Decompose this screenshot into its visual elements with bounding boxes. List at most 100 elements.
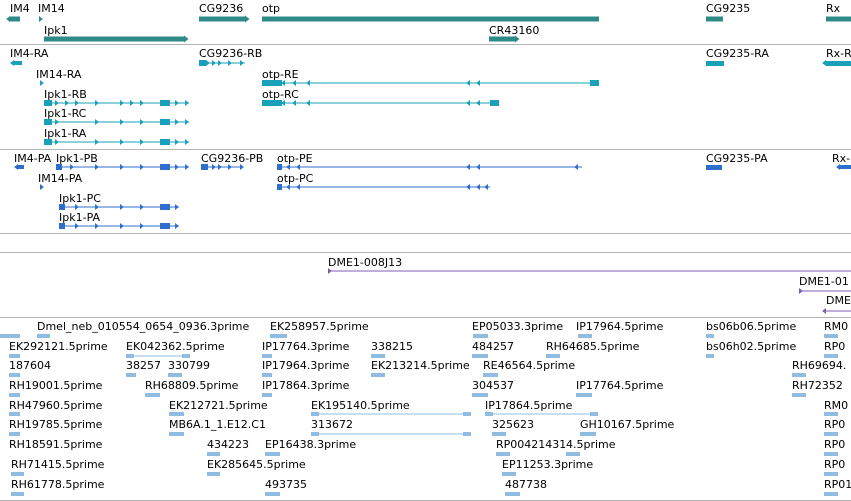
est-label[interactable]: GH10167.5prime (580, 418, 675, 431)
est-feature[interactable] (37, 334, 50, 338)
protein-label[interactable]: otp-PC (277, 172, 314, 185)
pr-otp-pe-chevron[interactable] (574, 164, 578, 170)
clone-label[interactable]: DME (826, 294, 851, 307)
transcript-label[interactable]: otp-RE (262, 68, 299, 81)
tx-ipk1-rc-chevron[interactable] (55, 119, 59, 125)
tx-ipk1-rb-chevron[interactable] (130, 100, 134, 106)
pr-ipk1-pa-chevron[interactable] (140, 223, 144, 229)
est-feature[interactable] (262, 354, 272, 358)
est-feature[interactable] (824, 334, 838, 338)
tx-cg9236-rb-exon[interactable] (199, 60, 206, 66)
est-label[interactable]: RH69694. (792, 359, 847, 372)
gene-cg9235[interactable] (706, 16, 723, 22)
est-feature[interactable] (145, 393, 160, 397)
est-label[interactable]: RH19785.5prime (9, 418, 103, 431)
est-feature[interactable] (126, 373, 136, 377)
est-label[interactable]: 325623 (492, 418, 534, 431)
est-label[interactable]: 4.5prime (566, 438, 616, 451)
est-label[interactable]: 313672 (311, 418, 353, 431)
est-feature[interactable] (9, 432, 20, 436)
est-label[interactable]: RH68809.5prime (145, 379, 239, 392)
pr-otp-pc-chevron[interactable] (296, 184, 300, 190)
tx-otp-rc-chevron[interactable] (476, 100, 480, 106)
est-label[interactable]: EK042362.5prime (126, 340, 225, 353)
est-feature[interactable] (11, 492, 24, 496)
est-feature[interactable] (578, 334, 592, 338)
transcript-label[interactable]: otp-RC (262, 88, 299, 101)
est-label[interactable]: 38257 (126, 359, 161, 372)
transcript-label[interactable]: IM4-RA (10, 47, 49, 60)
est-feature[interactable] (472, 393, 488, 397)
clone-arrow[interactable] (822, 308, 826, 314)
tx-ipk1-rc-chevron[interactable] (175, 119, 179, 125)
pr-otp-pc-chevron[interactable] (476, 184, 480, 190)
est-label[interactable]: RP0 (824, 438, 846, 451)
pr-cg9236-pb-exon[interactable] (201, 164, 208, 170)
pr-cg9236-pb-chevron[interactable] (212, 164, 216, 170)
gene-im4[interactable] (10, 16, 20, 22)
tx-ipk1-ra-chevron[interactable] (185, 139, 189, 145)
tx-ipk1-rb-chevron[interactable] (120, 100, 124, 106)
pr-ipk1-pb-chevron[interactable] (70, 164, 74, 170)
tx-ipk1-rb-chevron[interactable] (55, 100, 59, 106)
pr-otp-pe-chevron[interactable] (466, 164, 470, 170)
est-label[interactable]: RE46564.5prime (483, 359, 576, 372)
est-feature[interactable] (483, 373, 498, 377)
tx-cg9236-rb-chevron[interactable] (212, 60, 216, 66)
tx-ipk1-rc-chevron[interactable] (120, 119, 124, 125)
est-feature[interactable] (546, 354, 560, 358)
est-feature[interactable] (473, 334, 488, 338)
pr-ipk1-pc-chevron[interactable] (95, 204, 99, 210)
est-feature[interactable] (824, 432, 838, 436)
est-label[interactable]: EK195140.5prime (311, 399, 410, 412)
pr-otp-pc-exon[interactable] (277, 184, 282, 190)
est-label[interactable]: RH19001.5prime (9, 379, 103, 392)
tx-cg9236-rb-chevron[interactable] (206, 60, 210, 66)
est-exon[interactable] (463, 432, 471, 436)
tx-otp-re-chevron[interactable] (292, 80, 296, 86)
est-label[interactable]: RM0 (824, 399, 849, 412)
pr-ipk1-pb-chevron[interactable] (185, 164, 189, 170)
pr-cg9236-pb-chevron[interactable] (228, 164, 232, 170)
pr-otp-pc-chevron[interactable] (484, 184, 488, 190)
pr-ipk1-pb-chevron[interactable] (175, 164, 179, 170)
est-label[interactable]: 493735 (265, 478, 307, 491)
est-label[interactable]: IP17964.5prime (576, 320, 664, 333)
protein-label[interactable]: CG9235-PA (706, 152, 768, 165)
pr-ipk1-pc-chevron[interactable] (140, 204, 144, 210)
est-label[interactable]: RP0 (824, 418, 846, 431)
est-exon[interactable] (590, 412, 598, 416)
est-exon[interactable] (126, 354, 134, 358)
est-exon[interactable] (463, 412, 471, 416)
est-feature[interactable] (505, 492, 520, 496)
est-feature[interactable] (502, 472, 516, 476)
est-label[interactable]: EP11253.3prime (502, 458, 594, 471)
tx-im4-ra-exon[interactable] (14, 61, 22, 65)
tx-ipk1-ra-exon[interactable] (44, 139, 52, 145)
est-feature[interactable] (265, 492, 280, 496)
pr-ipk1-pa-chevron[interactable] (175, 223, 179, 229)
pr-ipk1-pb-chevron[interactable] (95, 164, 99, 170)
tx-im14-ra[interactable] (40, 80, 44, 86)
est-feature[interactable] (262, 373, 272, 377)
tx-im4-ra[interactable] (10, 60, 14, 66)
est-label[interactable]: EK213214.5prime (371, 359, 470, 372)
est-feature[interactable] (371, 373, 385, 377)
est-label[interactable]: bs06h02.5prime (706, 340, 797, 353)
tx-rx[interactable] (826, 61, 851, 66)
est-feature[interactable] (580, 432, 596, 436)
pr-im4-pa-body[interactable] (18, 165, 24, 169)
est-feature[interactable] (706, 354, 714, 358)
tx-ipk1-rb-chevron[interactable] (75, 100, 79, 106)
gene-label[interactable]: Rx (826, 2, 841, 15)
tx-cg9235-ra[interactable] (706, 61, 724, 66)
est-feature[interactable] (207, 452, 220, 456)
pr-ipk1-pa-chevron[interactable] (120, 223, 124, 229)
est-label[interactable]: EP05033.3prime (472, 320, 564, 333)
protein-label[interactable]: Rx- (832, 152, 851, 165)
clone-arrow[interactable] (328, 268, 332, 274)
est-label[interactable]: EK292121.5prime (9, 340, 108, 353)
est-feature[interactable] (472, 354, 488, 358)
tx-ipk1-ra-exon[interactable] (160, 139, 170, 145)
tx-ipk1-rb-chevron[interactable] (185, 100, 189, 106)
